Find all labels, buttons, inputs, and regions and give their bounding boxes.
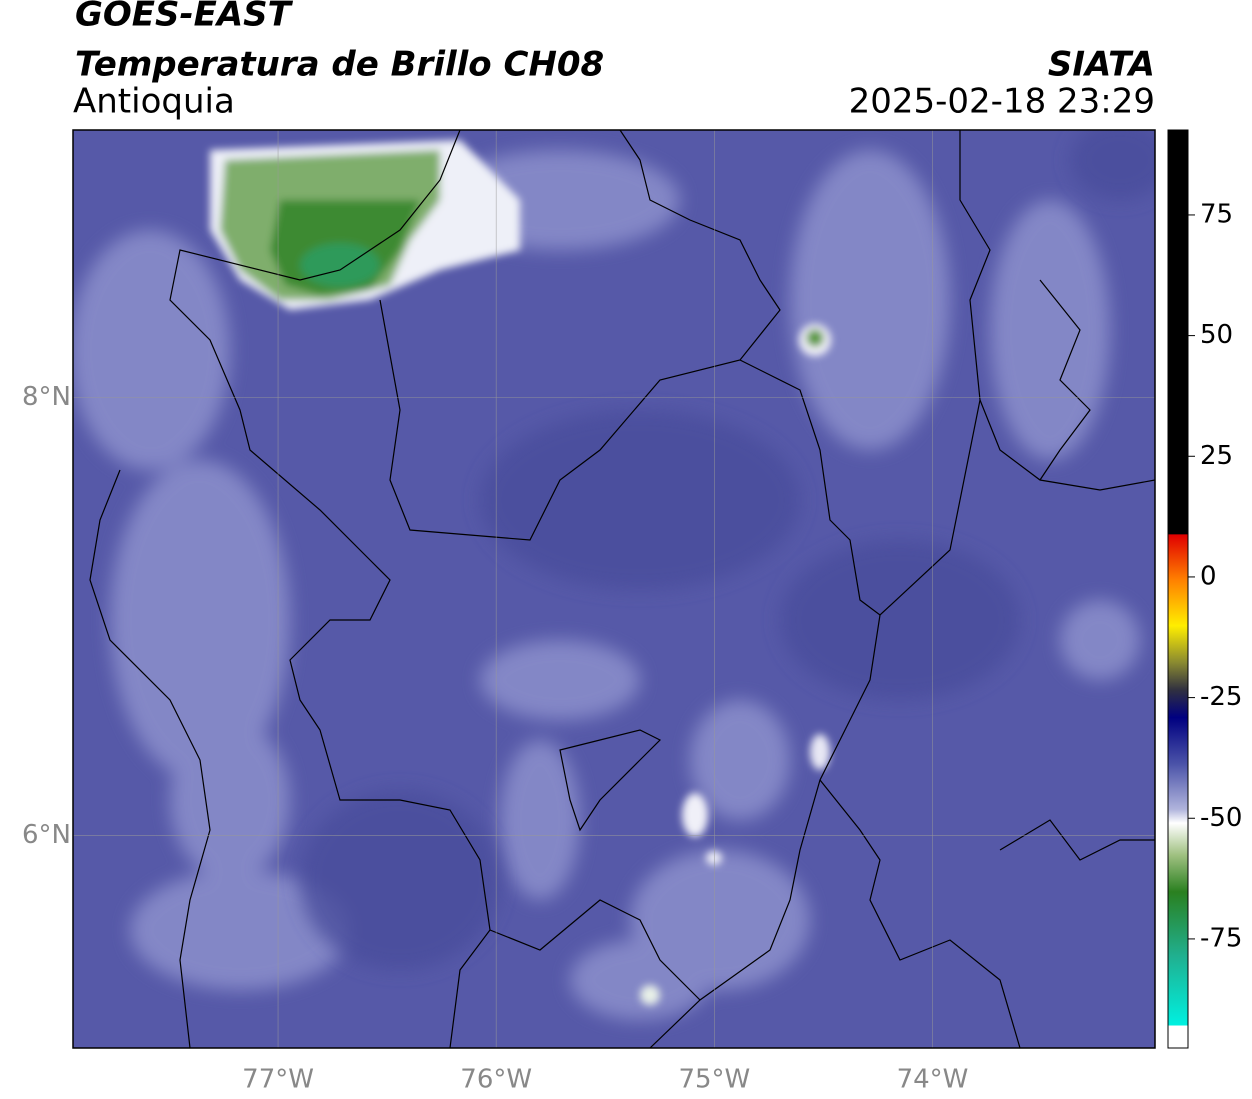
colorbar-label: 50 [1200,320,1233,350]
lon-label: 74°W [897,1065,969,1095]
graticule [73,130,1155,1048]
colorbar-label: 75 [1200,199,1233,229]
datetime: 2025-02-18 23:29 [849,82,1155,122]
lat-label: 8°N [22,382,71,412]
lat-label: 6°N [22,820,71,850]
satellite-image [73,130,1155,1048]
lon-label: 75°W [678,1065,750,1095]
colorbar-label: -50 [1200,803,1242,833]
colorbar-label: 25 [1200,441,1233,471]
map-frame [72,129,1156,1049]
colorbar [1167,129,1189,1049]
source: SIATA [1048,45,1155,85]
title: GOES-EAST [75,0,294,35]
colorbar-label: -25 [1200,682,1242,712]
product: Temperatura de Brillo CH08 [75,45,604,85]
lon-label: 77°W [242,1065,314,1095]
region: Antioquia [73,82,235,122]
colorbar-label: -75 [1200,923,1242,953]
colorbar-label: 0 [1200,561,1217,591]
lon-label: 76°W [460,1065,532,1095]
borders [89,130,1155,1048]
